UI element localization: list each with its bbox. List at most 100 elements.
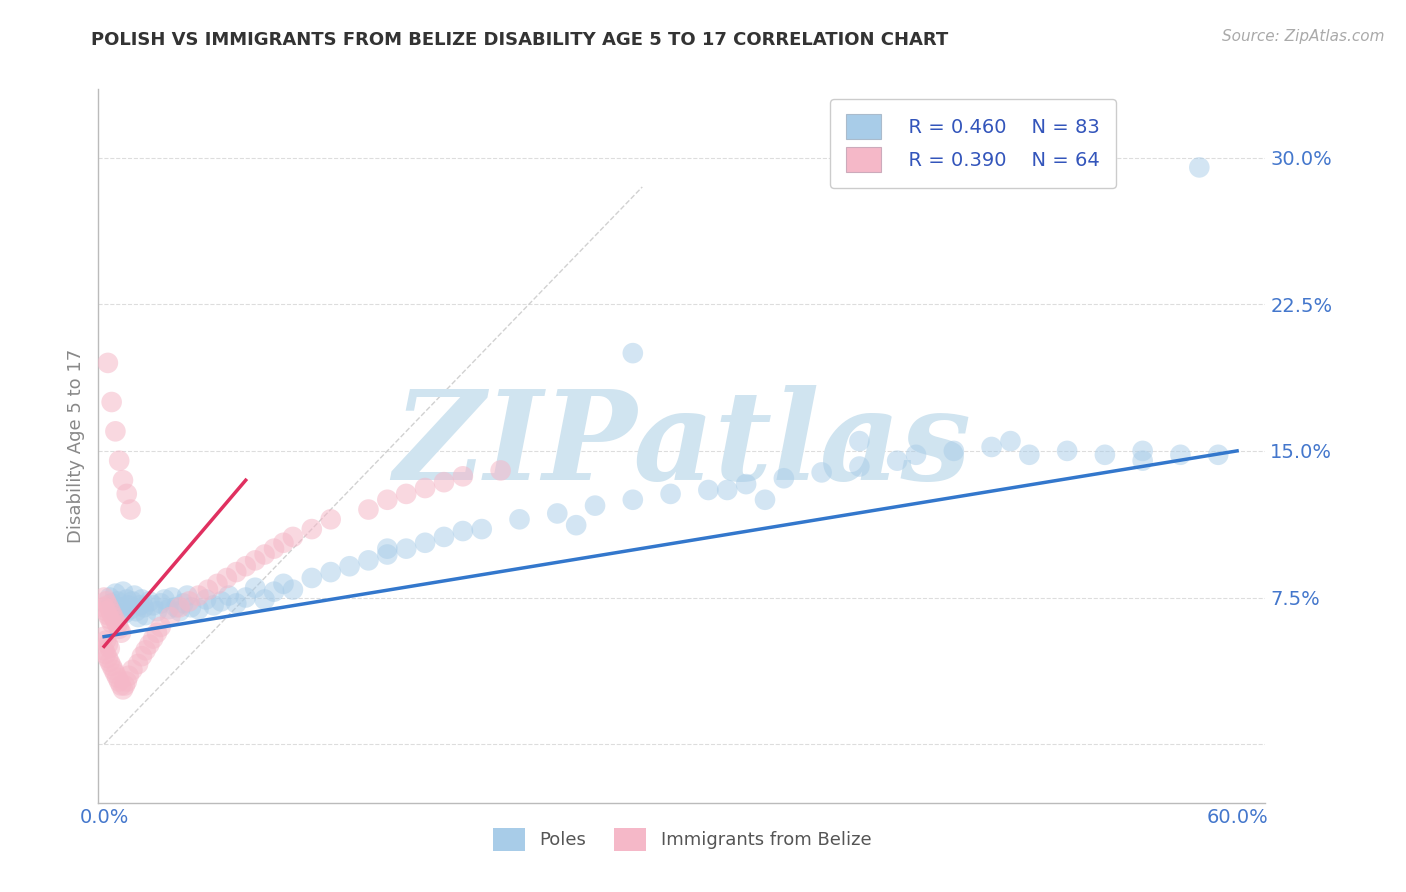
Point [375,548,398,562]
Point [149,596,172,610]
Point [395,487,418,501]
Point [253,548,276,562]
Point [127,610,149,624]
Point [202,599,225,613]
Point [235,559,257,574]
Point [114,606,136,620]
Point [111,682,134,697]
Point [105,618,128,632]
Point [146,625,169,640]
Point [253,592,276,607]
Point [621,346,644,360]
Point [735,477,758,491]
Y-axis label: Disability Age 5 to 17: Disability Age 5 to 17 [66,349,84,543]
Point [169,600,191,615]
Point [120,502,142,516]
Point [1056,443,1078,458]
Point [104,586,127,600]
Point [243,581,266,595]
Point [103,663,125,677]
Point [215,571,238,585]
Point [716,483,738,497]
Point [281,582,304,597]
Point [159,610,181,624]
Point [104,666,127,681]
Point [395,541,418,556]
Point [131,649,153,664]
Point [451,524,474,538]
Point [100,659,122,673]
Point [583,499,606,513]
Point [169,604,191,618]
Text: Source: ZipAtlas.com: Source: ZipAtlas.com [1222,29,1385,44]
Point [117,669,139,683]
Point [659,487,682,501]
Point [177,594,200,608]
Point [980,440,1002,454]
Point [281,530,304,544]
Point [115,592,138,607]
Point [94,594,117,608]
Point [121,663,143,677]
Point [1000,434,1022,449]
Point [115,674,138,689]
Point [754,492,776,507]
Point [273,577,295,591]
Point [104,614,127,628]
Point [508,512,530,526]
Point [1188,161,1211,175]
Point [301,571,323,585]
Point [104,425,127,439]
Point [263,541,285,556]
Point [97,599,120,613]
Point [98,655,121,669]
Point [93,600,115,615]
Point [218,589,240,603]
Point [413,535,436,549]
Point [225,565,247,579]
Point [142,632,165,646]
Point [121,594,143,608]
Point [451,469,474,483]
Point [357,553,380,567]
Point [375,541,398,556]
Point [105,594,128,608]
Point [263,584,285,599]
Point [94,647,117,661]
Point [146,604,169,618]
Point [942,443,965,458]
Point [124,589,146,603]
Point [187,589,209,603]
Point [108,610,131,624]
Point [100,615,122,630]
Point [235,591,257,605]
Point [810,466,832,480]
Point [97,356,120,370]
Point [115,487,138,501]
Point [111,473,134,487]
Point [848,459,870,474]
Point [120,602,142,616]
Point [773,471,796,485]
Point [138,637,160,651]
Point [100,606,122,620]
Text: POLISH VS IMMIGRANTS FROM BELIZE DISABILITY AGE 5 TO 17 CORRELATION CHART: POLISH VS IMMIGRANTS FROM BELIZE DISABIL… [91,31,949,49]
Point [98,602,121,616]
Point [97,608,120,623]
Point [375,492,398,507]
Point [153,592,176,607]
Text: ZIPatlas: ZIPatlas [392,385,972,507]
Point [165,600,187,615]
Point [1094,448,1116,462]
Point [1132,453,1154,467]
Point [110,625,132,640]
Point [111,584,134,599]
Point [125,604,148,618]
Point [103,604,125,618]
Point [138,594,160,608]
Point [209,594,232,608]
Point [93,630,115,644]
Point [97,637,120,651]
Point [142,599,165,613]
Point [195,592,218,607]
